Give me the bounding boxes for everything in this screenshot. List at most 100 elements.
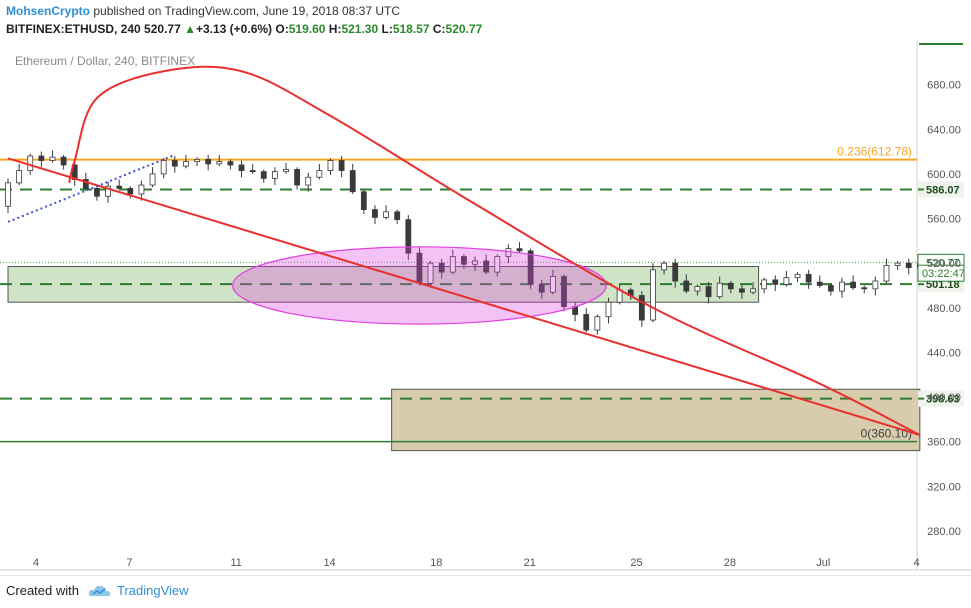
- countdown-tag: [917, 264, 965, 282]
- fib-zero-label: 0(360.10): [861, 427, 912, 441]
- x-tick-label: 18: [430, 557, 442, 569]
- candle-down: [372, 209, 378, 218]
- candle-down: [82, 179, 89, 189]
- level-tag-586.07: [918, 181, 964, 198]
- candle-up: [794, 273, 801, 279]
- candle-down: [527, 250, 534, 285]
- candle-down: [394, 211, 401, 221]
- candle-up: [160, 160, 167, 175]
- y-tick-label: 480.00: [927, 303, 961, 315]
- candle-down: [205, 158, 212, 165]
- candle-down: [249, 170, 256, 173]
- bar-countdown: 03:22:47: [922, 268, 965, 280]
- symbol-name: BITFINEX:ETHUSD, 240: [6, 22, 141, 36]
- candle-up: [383, 211, 389, 218]
- y-tick-label: 680.00: [927, 80, 961, 92]
- candle-down: [861, 287, 868, 290]
- candle-down: [60, 156, 67, 166]
- open-label: O:: [275, 22, 289, 36]
- candle-up: [216, 161, 223, 165]
- level-price-586.07: 586.07: [926, 184, 960, 196]
- candle-up: [305, 176, 312, 186]
- candle-down: [727, 282, 734, 290]
- candle-down: [349, 170, 356, 193]
- y-tick-label: 360.00: [927, 437, 961, 449]
- candle-down: [905, 262, 912, 269]
- candle-up: [271, 171, 278, 179]
- candle-down: [171, 160, 178, 167]
- candle-up: [327, 160, 334, 171]
- candle-down: [561, 276, 567, 308]
- candle-down: [227, 161, 234, 166]
- candle-down: [260, 171, 267, 179]
- price-change: +3.13 (+0.6%): [195, 22, 273, 36]
- x-tick-label: 25: [630, 557, 642, 569]
- tradingview-cloud-icon: [88, 585, 111, 597]
- tradingview-link[interactable]: TradingView: [117, 583, 189, 598]
- published-text: published on TradingView.com, June 19, 2…: [93, 4, 400, 18]
- candle-up: [138, 184, 145, 195]
- candle-up: [616, 289, 623, 303]
- x-tick-label: Jul: [816, 557, 830, 569]
- footer: Created with TradingView: [0, 575, 971, 608]
- price-chart[interactable]: Ethereum / Dollar, 240, BITFINEX 0.236(6…: [0, 40, 971, 575]
- candle-up: [105, 185, 111, 197]
- low-label: L:: [381, 22, 393, 36]
- low-value: 518.57: [392, 22, 430, 36]
- candle-down: [739, 288, 745, 293]
- level-tag-398.63: [918, 390, 964, 407]
- candle-up: [494, 256, 501, 273]
- candle-up: [761, 279, 768, 290]
- chart-title: Ethereum / Dollar, 240, BITFINEX: [15, 54, 195, 68]
- candle-down: [805, 273, 812, 283]
- last-price: 520.77: [144, 22, 181, 36]
- candle-down: [438, 262, 445, 273]
- candle-down: [127, 187, 134, 195]
- y-tick-label: 280.00: [927, 526, 961, 538]
- candle-up: [872, 280, 879, 290]
- x-tick-label: 4: [914, 557, 920, 569]
- projection-arc: [68, 65, 921, 436]
- symbol-line: BITFINEX:ETHUSD, 240 520.77 ▲+3.13 (+0.6…: [6, 22, 482, 36]
- x-tick-label: 4: [33, 557, 39, 569]
- close-label: C:: [432, 22, 446, 36]
- y-tick-label: 520.00: [927, 258, 961, 270]
- candle-up: [194, 158, 200, 163]
- candle-up: [839, 281, 845, 292]
- y-tick-label: 600.00: [927, 169, 961, 181]
- author-link[interactable]: MohsenCrypto: [6, 4, 90, 18]
- candle-down: [583, 314, 590, 331]
- candle-down: [294, 169, 301, 186]
- x-tick-label: 21: [524, 557, 536, 569]
- candle-down: [516, 248, 523, 252]
- x-tick-label: 14: [323, 557, 335, 569]
- publish-line: MohsenCrypto published on TradingView.co…: [6, 4, 400, 18]
- candle-up: [750, 288, 756, 293]
- candle-down: [405, 219, 412, 254]
- candle-up: [5, 182, 11, 207]
- candle-up: [894, 262, 901, 266]
- candle-up: [283, 169, 289, 173]
- candle-up: [783, 277, 790, 285]
- candle-down: [827, 285, 834, 292]
- candle-up: [49, 156, 56, 161]
- plot-background: [0, 40, 917, 570]
- candle-down: [94, 187, 100, 197]
- y-tick-label: 440.00: [927, 347, 961, 359]
- candle-up: [472, 260, 478, 265]
- candle-down: [705, 286, 712, 298]
- fib-level-label: 0.236(612.78): [837, 145, 912, 159]
- candle-up: [27, 155, 34, 171]
- high-value: 521.30: [341, 22, 379, 36]
- candle-down: [683, 280, 690, 292]
- candle-down: [360, 191, 367, 211]
- candle-up: [505, 248, 512, 257]
- y-tick-label: 560.00: [927, 214, 961, 226]
- candle-down: [238, 164, 245, 171]
- candle-up: [427, 262, 434, 284]
- candle-down: [672, 262, 679, 282]
- candle-down: [483, 260, 490, 273]
- candle-up: [549, 276, 556, 293]
- y-tick-label: 400.00: [927, 392, 961, 404]
- open-value: 519.60: [288, 22, 326, 36]
